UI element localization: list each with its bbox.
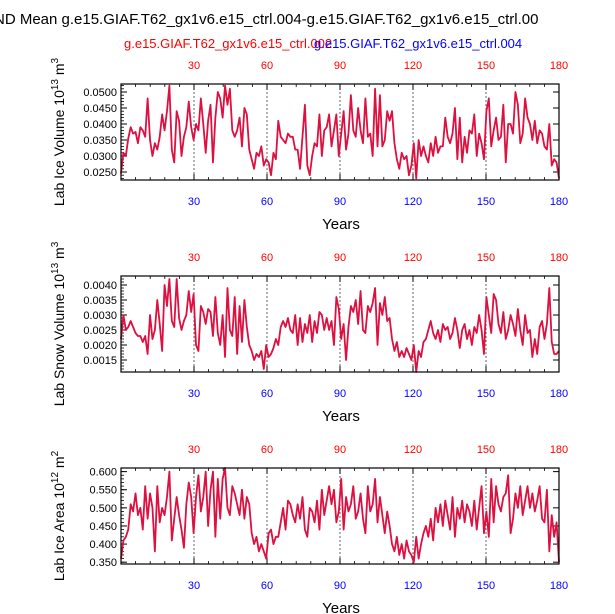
x-tick-label-bottom: 30 [188, 196, 200, 208]
legend-label-red: g.e15.GIAF.T62_gx1v6.e15_ctrl.002 [124, 36, 332, 51]
y-axis-label-exponent: 13 [50, 262, 61, 274]
x-tick-label-bottom: 60 [261, 196, 273, 208]
y-tick-label: 0.350 [89, 557, 117, 569]
x-tick-label-top: 180 [550, 252, 568, 264]
y-tick-label: 0.0300 [83, 151, 117, 163]
y-axis-label-exponent: 13 [50, 79, 61, 91]
x-tick-label-bottom: 90 [334, 196, 346, 208]
x-axis-label: Years [322, 216, 360, 233]
x-axis-label: Years [322, 600, 360, 614]
x-axis-label: Years [322, 408, 360, 425]
plot-frame [120, 83, 560, 181]
y-tick-label: 0.0450 [83, 103, 117, 115]
x-tick-label-top: 120 [404, 60, 422, 72]
y-axis-label-exponent: 2 [50, 450, 61, 456]
plot-frame [120, 275, 560, 373]
y-tick-label: 0.0500 [83, 87, 117, 99]
x-tick-label-top: 150 [477, 252, 495, 264]
x-tick-label-bottom: 120 [404, 388, 422, 400]
y-axis-label-exponent: 12 [50, 472, 61, 484]
chart-title: ND Mean g.e15.GIAF.T62_gx1v6.e15_ctrl.00… [0, 11, 538, 28]
y-axis-label-text: Lab Ice Area 10 [51, 483, 67, 581]
x-tick-label-bottom: 150 [477, 196, 495, 208]
x-tick-label-bottom: 90 [334, 580, 346, 592]
y-tick-label: 0.0020 [83, 340, 117, 352]
x-tick-label-bottom: 150 [477, 580, 495, 592]
series-line [120, 278, 560, 373]
panel-2: 0.0015 0.0020 0.0025 0.0030 0.0035 0.0040 30 30… [50, 241, 568, 425]
y-tick-label: 0.0040 [83, 280, 117, 292]
x-tick-label-top: 180 [550, 444, 568, 456]
y-axis-label: Lab Snow Volume 1013 m3 [50, 241, 67, 406]
x-tick-label-top: 30 [188, 444, 200, 456]
panel-1: 0.0250 0.0300 0.0350 0.0400 0.0450 0.0500 30 30… [50, 57, 568, 233]
x-tick-label-top: 180 [550, 60, 568, 72]
x-tick-label-bottom: 120 [404, 196, 422, 208]
y-tick-label: 0.400 [89, 539, 117, 551]
x-tick-label-bottom: 120 [404, 580, 422, 592]
series-line [120, 84, 560, 180]
x-tick-label-top: 90 [334, 60, 346, 72]
y-tick-label: 0.0025 [83, 325, 117, 337]
y-tick-label: 0.0250 [83, 167, 117, 179]
x-tick-label-top: 60 [261, 444, 273, 456]
legend-label-blue: g.e15.GIAF.T62_gx1v6.e15_ctrl.004 [314, 36, 522, 51]
y-axis-label: Lab Ice Volume 1013 m3 [50, 57, 67, 206]
y-tick-label: 0.600 [89, 467, 117, 479]
x-tick-label-top: 120 [404, 252, 422, 264]
x-tick-label-top: 150 [477, 444, 495, 456]
x-tick-label-bottom: 30 [188, 580, 200, 592]
y-axis-label-exponent: 3 [50, 57, 61, 63]
y-tick-label: 0.450 [89, 521, 117, 533]
series-line [120, 467, 560, 564]
y-tick-label: 0.0030 [83, 310, 117, 322]
x-tick-label-bottom: 60 [261, 580, 273, 592]
x-tick-label-top: 120 [404, 444, 422, 456]
x-tick-label-bottom: 60 [261, 388, 273, 400]
x-tick-label-top: 60 [261, 60, 273, 72]
x-tick-label-bottom: 180 [550, 580, 568, 592]
y-axis-label-text: m [51, 63, 67, 79]
y-tick-label: 0.0350 [83, 135, 117, 147]
plot-frame [120, 467, 560, 565]
x-tick-label-bottom: 150 [477, 388, 495, 400]
y-axis-label-text: Lab Ice Volume 10 [51, 90, 67, 206]
x-tick-label-bottom: 90 [334, 388, 346, 400]
y-tick-label: 0.0035 [83, 295, 117, 307]
x-tick-label-top: 150 [477, 60, 495, 72]
y-axis-label-exponent: 3 [50, 241, 61, 247]
y-tick-label: 0.0400 [83, 119, 117, 131]
y-tick-label: 0.500 [89, 503, 117, 515]
panel-3: 0.350 0.400 0.450 0.500 0.550 0.600 30 30 60 60 90… [50, 444, 568, 614]
x-tick-label-top: 60 [261, 252, 273, 264]
y-axis-label-text: m [51, 456, 67, 472]
y-tick-label: 0.550 [89, 485, 117, 497]
x-tick-label-bottom: 30 [188, 388, 200, 400]
x-tick-label-top: 90 [334, 444, 346, 456]
y-axis-label: Lab Ice Area 1012 m2 [50, 450, 67, 581]
x-tick-label-bottom: 180 [550, 196, 568, 208]
x-tick-label-top: 90 [334, 252, 346, 264]
y-tick-label: 0.0015 [83, 355, 117, 367]
x-tick-label-top: 30 [188, 60, 200, 72]
y-axis-label-text: m [51, 247, 67, 263]
x-tick-label-bottom: 180 [550, 388, 568, 400]
y-axis-label-text: Lab Snow Volume 10 [51, 274, 67, 407]
x-tick-label-top: 30 [188, 252, 200, 264]
